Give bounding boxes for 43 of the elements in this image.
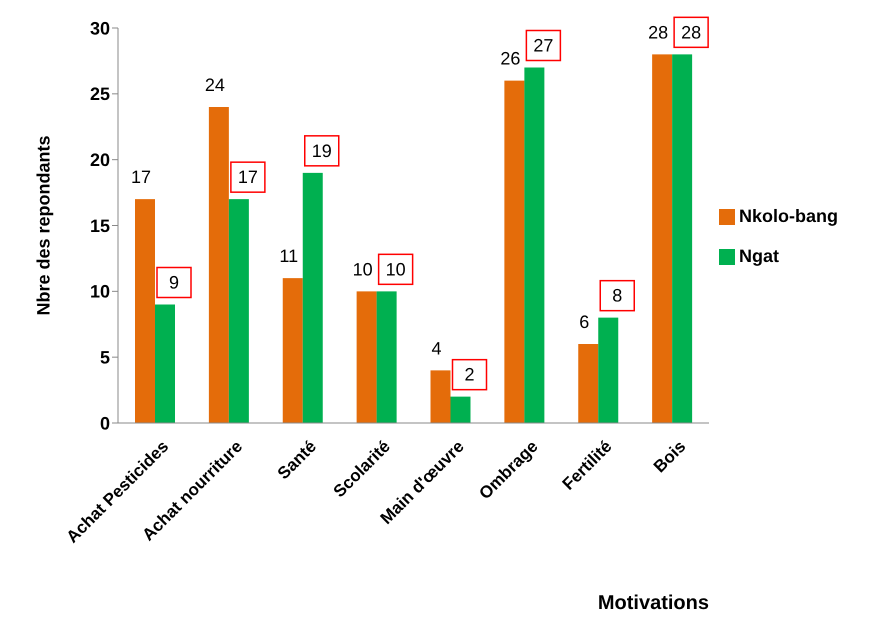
data-label: 4 (431, 338, 442, 358)
data-label: 19 (312, 140, 332, 161)
data-label: 17 (238, 167, 258, 188)
data-label: 11 (279, 246, 298, 266)
bar (356, 291, 377, 423)
bar (598, 318, 618, 423)
legend-label: Nkolo-bang (739, 206, 838, 226)
x-axis-title: Motivations (598, 592, 709, 614)
bar (155, 304, 175, 423)
data-label: 9 (168, 272, 180, 292)
y-tick-label: 15 (90, 216, 110, 236)
bar (135, 199, 155, 423)
bar (504, 80, 524, 423)
y-tick-label: 5 (100, 348, 110, 368)
bar (450, 396, 470, 423)
bar (672, 54, 692, 423)
bar (376, 291, 397, 423)
data-label: 10 (352, 259, 373, 280)
bar (208, 107, 229, 423)
y-tick-label: 25 (90, 84, 110, 104)
data-label: 24 (204, 75, 225, 95)
y-axis-title: Nbre des repondants (33, 135, 54, 316)
data-label: 17 (130, 167, 152, 188)
y-tick-label: 30 (90, 18, 110, 38)
bar (430, 370, 450, 423)
data-label: 26 (500, 48, 520, 69)
bar (652, 54, 672, 423)
data-label: 8 (612, 286, 622, 306)
data-label: 28 (681, 22, 702, 42)
bar (228, 199, 249, 423)
bar (282, 278, 303, 423)
bar (578, 344, 598, 423)
data-label: 27 (533, 36, 554, 56)
data-label: 6 (579, 312, 590, 332)
data-label: 2 (464, 364, 475, 385)
bar (302, 172, 323, 423)
legend-label: Ngat (739, 246, 779, 266)
bar (524, 68, 544, 423)
data-label: 28 (648, 22, 668, 42)
y-tick-label: 20 (90, 150, 110, 170)
data-label: 10 (386, 259, 406, 280)
y-tick-label: 0 (100, 413, 110, 434)
y-tick-label: 10 (90, 282, 110, 302)
